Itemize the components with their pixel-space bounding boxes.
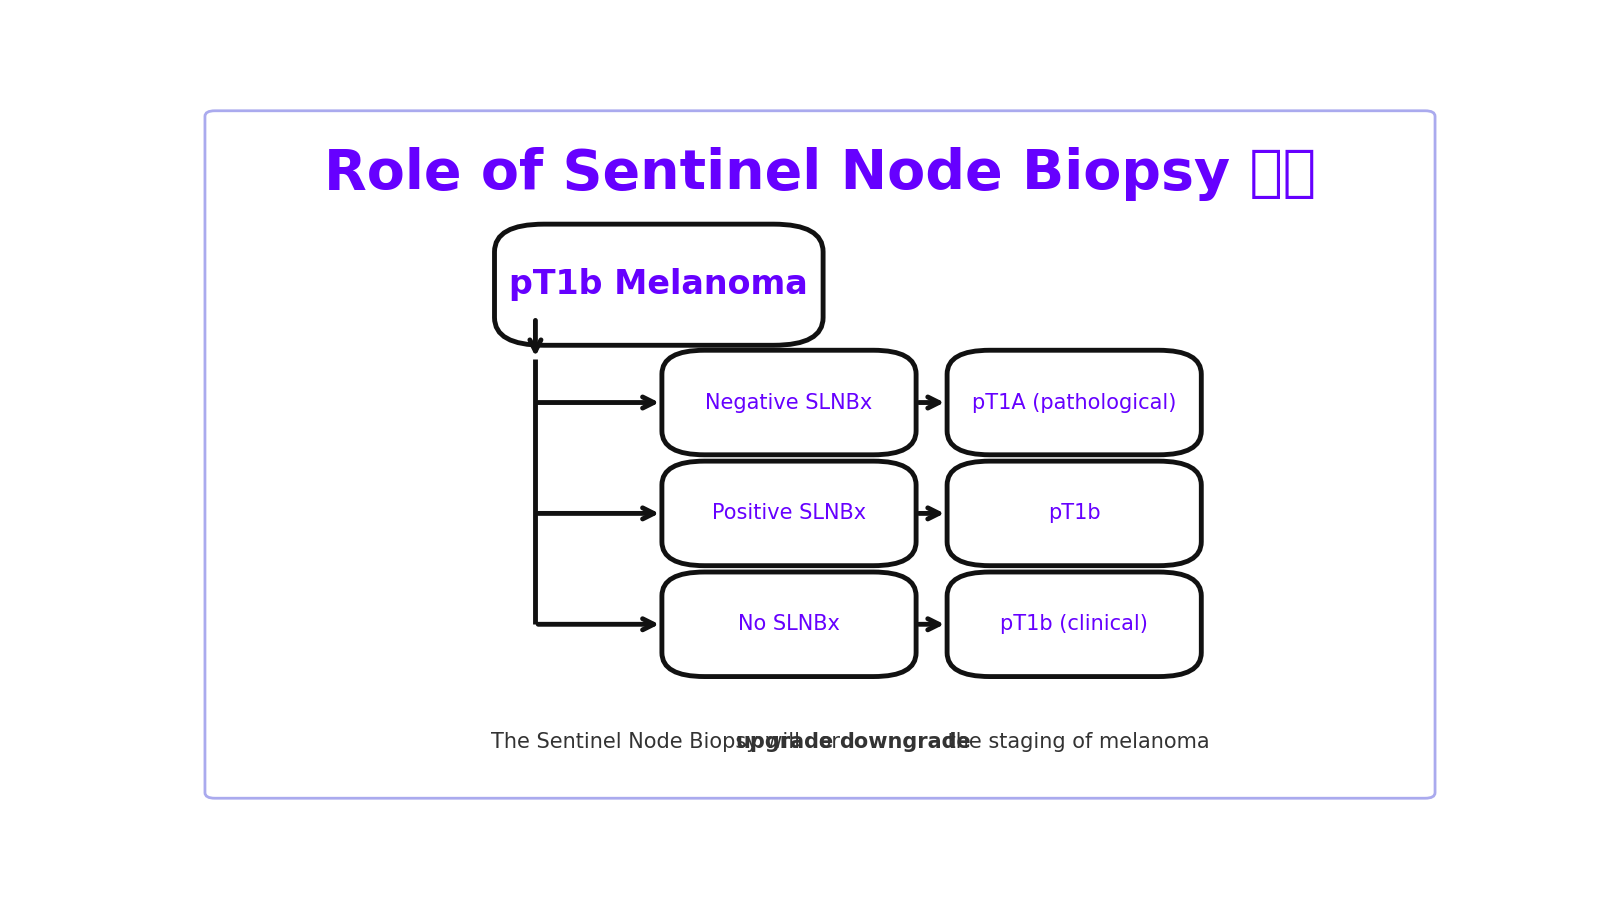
FancyBboxPatch shape	[662, 572, 917, 677]
Text: the staging of melanoma: the staging of melanoma	[941, 732, 1210, 752]
Text: pT1b: pT1b	[1048, 503, 1101, 524]
FancyBboxPatch shape	[947, 350, 1202, 454]
FancyBboxPatch shape	[494, 224, 822, 346]
FancyBboxPatch shape	[662, 461, 917, 566]
FancyBboxPatch shape	[947, 461, 1202, 566]
Text: pT1b (clinical): pT1b (clinical)	[1000, 615, 1149, 634]
Text: pT1b Melanoma: pT1b Melanoma	[509, 268, 808, 302]
Text: upgrade: upgrade	[736, 732, 834, 752]
Text: The Sentinel Node Biopsy will: The Sentinel Node Biopsy will	[491, 732, 806, 752]
Text: or: or	[811, 732, 846, 752]
Text: Positive SLNBx: Positive SLNBx	[712, 503, 866, 524]
Text: No SLNBx: No SLNBx	[738, 615, 840, 634]
Text: pT1A (pathological): pT1A (pathological)	[973, 392, 1176, 412]
Text: downgrade: downgrade	[838, 732, 970, 752]
Text: Role of Sentinel Node Biopsy 🧑‍🦺: Role of Sentinel Node Biopsy 🧑‍🦺	[323, 147, 1315, 201]
FancyBboxPatch shape	[662, 350, 917, 454]
Text: Negative SLNBx: Negative SLNBx	[706, 392, 872, 412]
FancyBboxPatch shape	[947, 572, 1202, 677]
